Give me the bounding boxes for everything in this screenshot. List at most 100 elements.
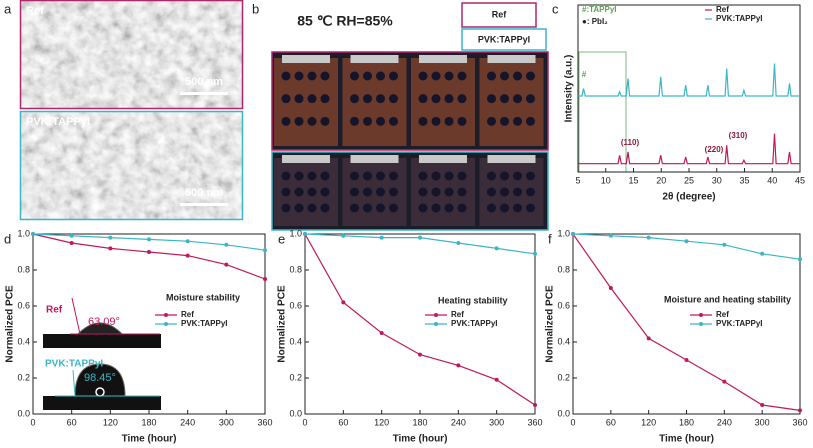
legend-marker — [164, 322, 168, 326]
photo-title: 85 ℃ RH=85% — [297, 13, 393, 29]
legend-label: Ref — [492, 9, 508, 19]
x-tick-label: 60 — [338, 417, 348, 427]
pixel — [307, 116, 317, 126]
plot-frame — [32, 233, 266, 415]
point — [379, 331, 384, 335]
sem-border — [19, 110, 244, 221]
device-photos — [271, 51, 549, 231]
legend-label: Ref — [451, 310, 464, 319]
pixel — [457, 116, 467, 126]
pixel — [307, 187, 317, 197]
pixel — [281, 116, 291, 126]
pixel — [431, 203, 441, 213]
y-tick-label: 0.0 — [17, 408, 30, 418]
x-tick-label: 120 — [374, 417, 389, 427]
pixel — [526, 171, 535, 181]
x-tick-label: 20 — [656, 175, 666, 185]
pixel — [350, 171, 359, 181]
x-tick-label: 15 — [628, 175, 638, 185]
x-tick-label: 60 — [606, 417, 616, 427]
legend-label: PVK:TAPPyI — [716, 319, 763, 328]
pixel — [350, 203, 359, 213]
pixel — [418, 71, 428, 81]
tangent — [72, 369, 76, 397]
point — [646, 235, 651, 240]
x-tick-label: 300 — [755, 417, 770, 427]
panel-label: b — [252, 1, 259, 16]
inset-angle: 63.09° — [88, 316, 120, 328]
pixel — [350, 94, 359, 104]
photo-border — [271, 51, 549, 151]
pixel — [526, 187, 535, 197]
plot-frame — [572, 233, 801, 415]
pixel — [363, 71, 372, 81]
point — [185, 239, 190, 244]
point — [147, 250, 151, 254]
y-tick-label: 0.2 — [557, 372, 570, 382]
pixel — [418, 94, 428, 104]
legend-box — [461, 28, 547, 51]
pixel — [487, 187, 496, 197]
pixel — [376, 203, 385, 213]
point — [185, 253, 190, 258]
pixel — [389, 203, 398, 213]
x-axis-title: Time (hour) — [393, 434, 448, 445]
pixel — [513, 71, 522, 81]
scale-bar — [180, 203, 228, 206]
pixel — [444, 116, 454, 126]
pixel — [389, 171, 398, 181]
y-tick-label: 1.0 — [17, 228, 30, 238]
inset-label: Ref — [46, 305, 63, 316]
pixel — [320, 94, 330, 104]
point — [494, 246, 499, 251]
pixel — [350, 71, 359, 81]
electrode — [419, 55, 467, 63]
pixel — [307, 94, 317, 104]
point — [224, 242, 229, 247]
x-tick-label: 120 — [641, 417, 656, 427]
pixel — [444, 94, 454, 104]
pixel — [457, 171, 467, 181]
pixel — [320, 116, 330, 126]
pixel — [307, 171, 317, 181]
y-axis-title: Normalized PCE — [277, 285, 288, 363]
pixel — [376, 116, 385, 126]
x-tick-label: 40 — [767, 175, 777, 185]
legend-box — [461, 2, 537, 28]
x-axis-title: Time (hour) — [659, 434, 714, 445]
x-tick-label: 360 — [257, 417, 272, 427]
point — [722, 242, 727, 247]
electrode — [350, 55, 399, 63]
series-line — [578, 63, 800, 97]
legend-marker — [434, 313, 438, 317]
point — [341, 300, 346, 305]
electrode — [487, 55, 536, 63]
x-tick-label: 35 — [739, 175, 749, 185]
legend-label: PVK:TAPPyI — [181, 319, 228, 328]
pixel — [389, 116, 398, 126]
pixel — [431, 171, 441, 181]
x-tick-label: 10 — [601, 175, 611, 185]
x-tick-label: 240 — [717, 417, 732, 427]
pixel — [513, 203, 522, 213]
y-tick-label: 0.2 — [289, 372, 302, 382]
plot-frame — [304, 233, 536, 415]
pixel — [526, 116, 535, 126]
series-line — [572, 233, 801, 411]
annotation: ●: PbI₂ — [582, 17, 608, 26]
sem-label: PVK:TAPPyI — [26, 116, 90, 128]
pixel — [513, 171, 522, 181]
legend-marker — [699, 322, 703, 326]
x-axis-title: Time (hour) — [122, 434, 177, 445]
point — [108, 246, 113, 251]
pixel — [487, 71, 496, 81]
y-tick-label: 0.8 — [17, 264, 30, 274]
point — [418, 352, 422, 357]
scale-bar — [180, 92, 228, 95]
point — [224, 262, 229, 267]
pixel — [526, 71, 535, 81]
annotation: #:TAPPyI — [582, 5, 617, 14]
pixel — [294, 116, 304, 126]
point — [108, 235, 113, 240]
pixel — [376, 94, 385, 104]
